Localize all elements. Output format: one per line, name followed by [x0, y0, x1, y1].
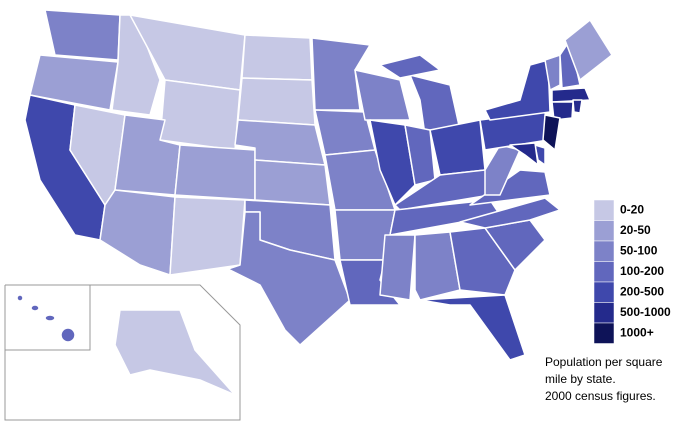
state [369, 119, 416, 206]
state [111, 14, 161, 116]
state [174, 144, 256, 201]
legend: 0-20 20-50 50-100 100-200 200-500 500-1000 100… [593, 199, 671, 344]
state [379, 54, 441, 79]
legend-swatch [593, 261, 615, 283]
state [99, 189, 176, 276]
legend-label: 500-1000 [620, 305, 671, 319]
state [169, 196, 246, 276]
state [44, 314, 56, 322]
legend-swatch [593, 240, 615, 262]
state [29, 54, 119, 111]
legend-swatch [593, 281, 615, 303]
legend-swatch [593, 199, 615, 221]
legend-label: 0-20 [620, 203, 644, 217]
state [419, 294, 526, 361]
states [16, 9, 613, 396]
state [544, 54, 561, 91]
legend-swatch [593, 322, 615, 344]
state [209, 211, 351, 346]
state [379, 234, 416, 301]
state [542, 114, 561, 151]
state [44, 9, 121, 61]
state [551, 101, 574, 121]
inset-frame [4, 284, 241, 421]
state [449, 227, 516, 296]
state [354, 69, 411, 121]
legend-label: 50-100 [620, 244, 658, 258]
state [237, 77, 316, 126]
hawaii-border [5, 285, 91, 351]
state [459, 197, 561, 229]
state [414, 231, 461, 301]
legend-label: 20-50 [620, 223, 651, 237]
state [16, 294, 24, 302]
legend-swatch [593, 220, 615, 242]
state [159, 79, 241, 151]
inset-border [4, 284, 241, 421]
state [551, 87, 591, 103]
state [241, 34, 313, 81]
state [60, 327, 76, 343]
state [564, 19, 613, 81]
caption: Population per square mile by state. 2000 … [545, 355, 663, 403]
caption-line: mile by state. [545, 372, 616, 386]
state [509, 142, 539, 166]
legend-swatch [593, 302, 615, 324]
state [30, 304, 40, 312]
caption-line: Population per square [545, 355, 663, 369]
caption-line: 2000 census figures. [545, 389, 656, 403]
state [254, 159, 331, 206]
state [429, 119, 486, 176]
state [114, 309, 236, 396]
state [484, 59, 551, 121]
legend-label: 200-500 [620, 285, 664, 299]
legend-label: 1000+ [620, 326, 654, 340]
state [484, 144, 521, 196]
legend-label: 100-200 [620, 264, 664, 278]
state [572, 99, 583, 114]
state [311, 37, 371, 111]
